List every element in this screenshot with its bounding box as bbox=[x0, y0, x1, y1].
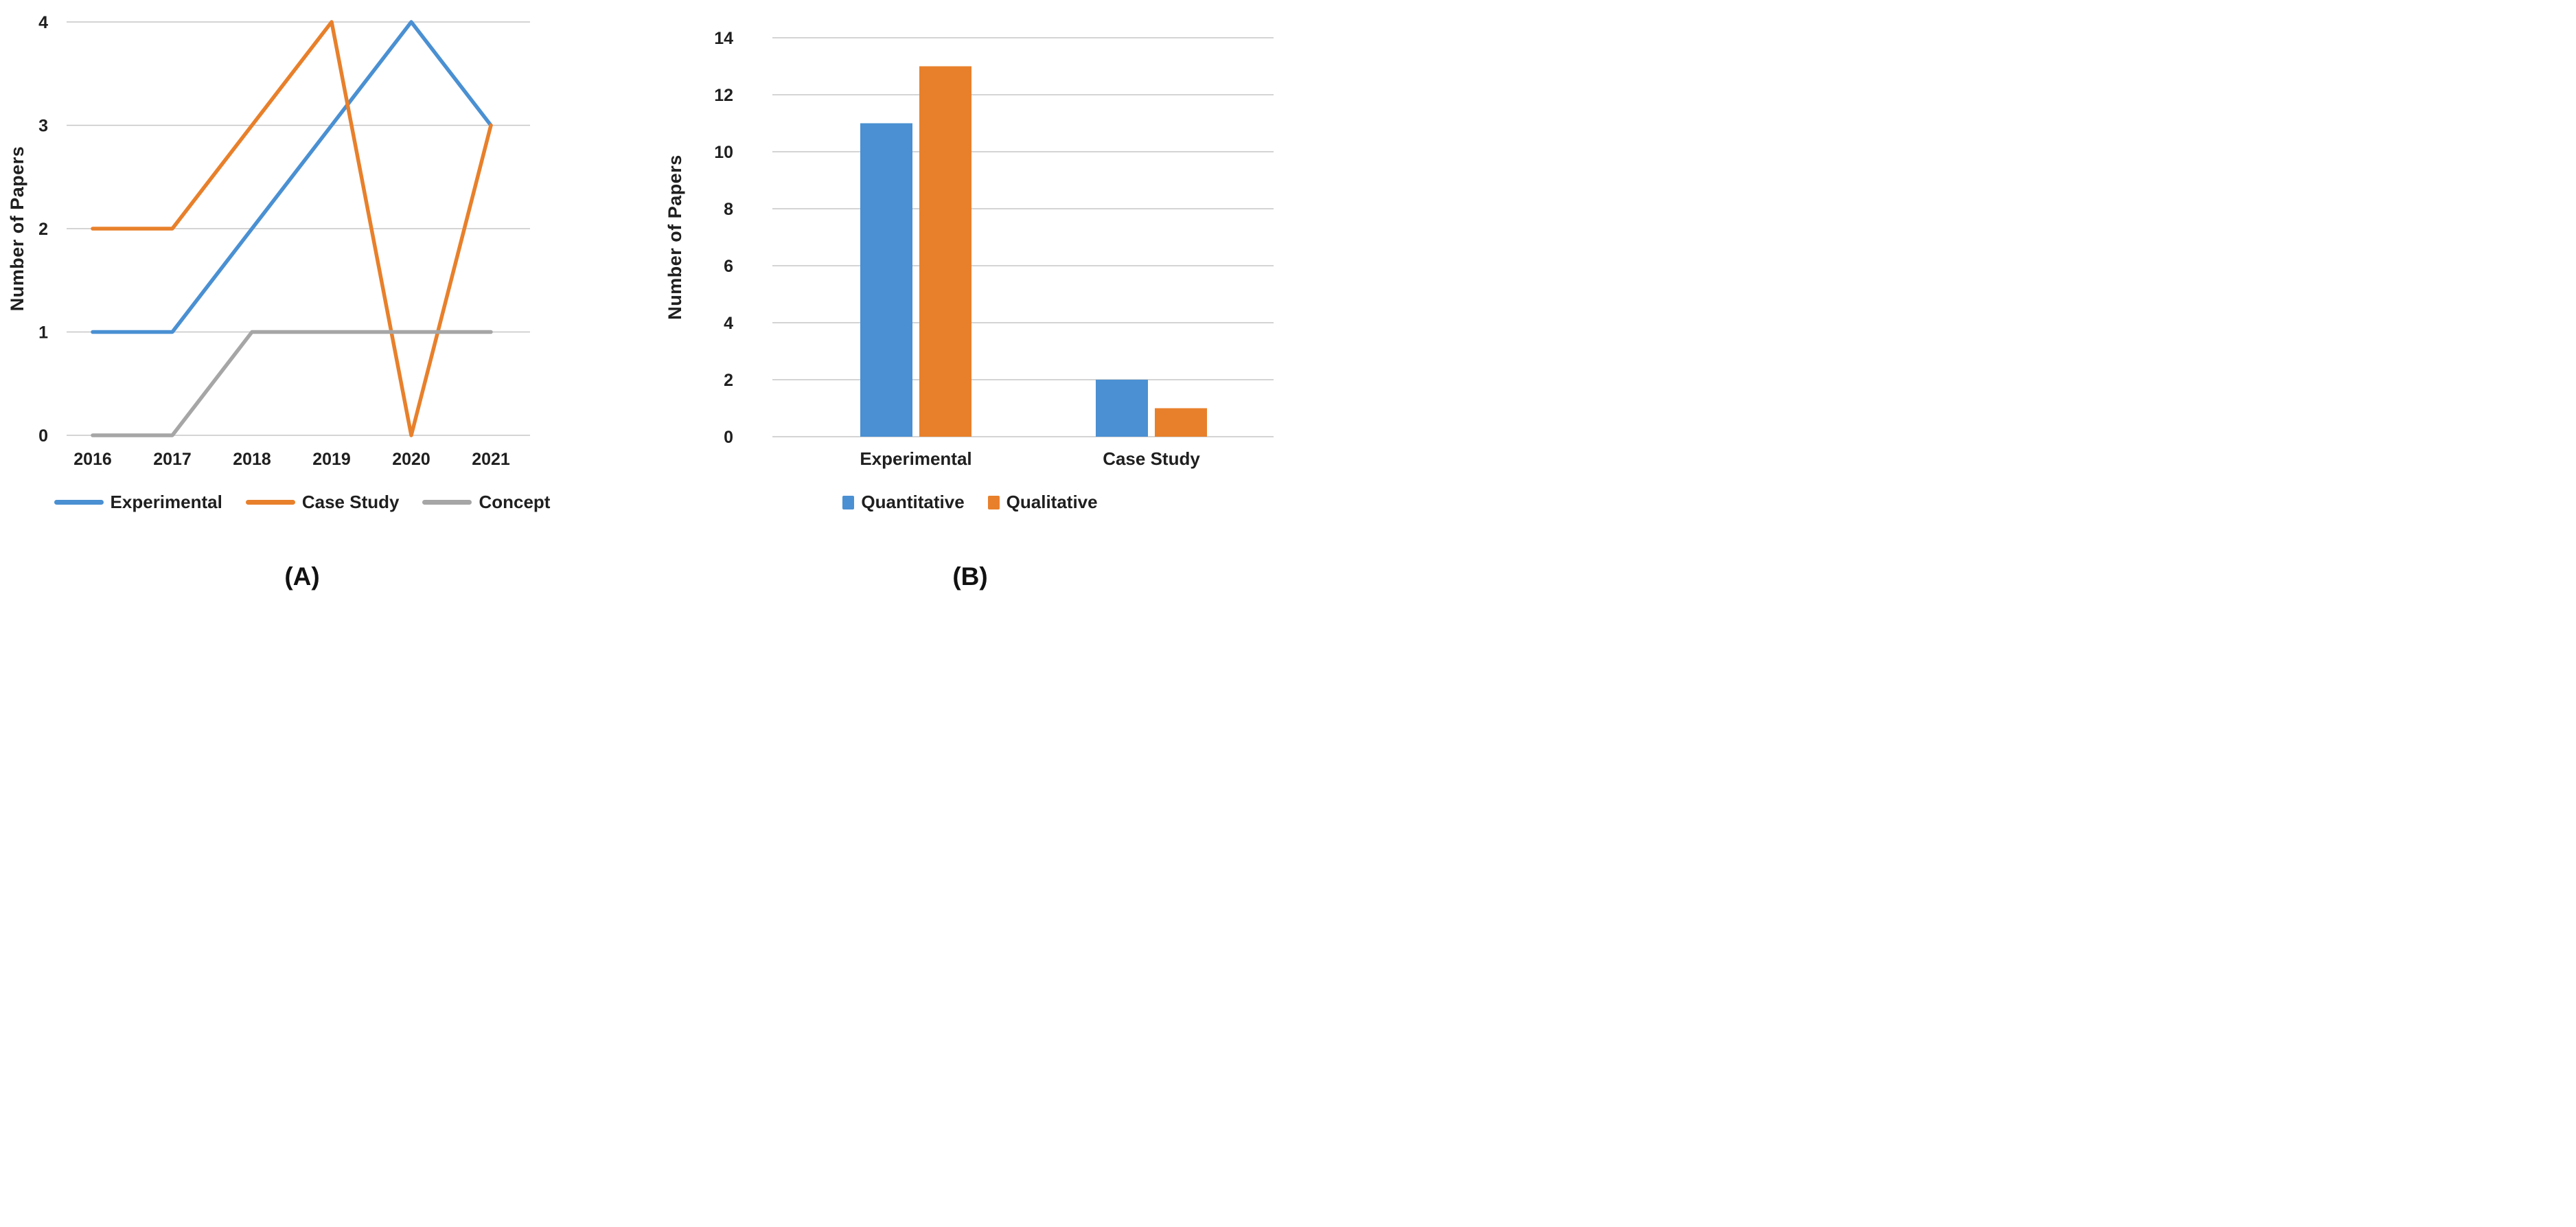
case-study-line-swatch bbox=[245, 500, 295, 505]
concept-line-swatch bbox=[422, 500, 472, 505]
y-tick-label-3: 3 bbox=[38, 117, 48, 136]
x-tick-label-2018: 2018 bbox=[233, 450, 271, 469]
y-tick-label-2: 2 bbox=[38, 220, 48, 239]
line-case-study bbox=[91, 20, 493, 437]
x-tick-label-2020: 2020 bbox=[392, 450, 430, 469]
legend-item-experimental: Experimental bbox=[54, 492, 222, 513]
line-chart-canvas: 0 1 2 3 4 Number of Papers 2016 2017 2018 2019 202… bbox=[7, 13, 530, 469]
category-label-case-study: Case Study bbox=[1103, 448, 1200, 469]
legend-a: Experimental Case Study Concept bbox=[54, 492, 550, 513]
bar-quantitative-experimental bbox=[860, 123, 912, 437]
y-tick-label-8: 8 bbox=[724, 200, 733, 219]
panel-a: 0 1 2 3 4 Number of Papers 2016 2017 2018 2019 202… bbox=[0, 0, 604, 614]
bar-quantitative-case-study bbox=[1096, 380, 1148, 437]
legend-item-quantitative: Quantitative bbox=[842, 492, 965, 513]
line-concept bbox=[91, 330, 493, 437]
panel-b: 0 2 4 6 8 10 12 14 Number of Papers Experimental C… bbox=[652, 0, 1288, 614]
x-tick-label-2017: 2017 bbox=[153, 450, 192, 469]
category-label-experimental: Experimental bbox=[860, 448, 971, 469]
y-tick-label-6: 6 bbox=[724, 257, 733, 276]
bar-qualitative-experimental bbox=[919, 66, 971, 437]
y-tick-label-12: 12 bbox=[714, 86, 733, 105]
y-tick-label-14: 14 bbox=[714, 29, 733, 48]
y-axis-title: Number of Papers bbox=[7, 146, 27, 312]
legend-item-qualitative: Qualitative bbox=[987, 492, 1098, 513]
legend-label-quantitative: Quantitative bbox=[861, 492, 965, 512]
qualitative-square-swatch bbox=[987, 495, 1000, 509]
y-tick-label-10: 10 bbox=[714, 143, 733, 162]
quantitative-square-swatch bbox=[842, 495, 855, 509]
legend-label-experimental: Experimental bbox=[110, 492, 222, 512]
x-tick-label-2019: 2019 bbox=[312, 450, 351, 469]
x-tick-label-2021: 2021 bbox=[472, 450, 510, 469]
y-tick-label-0: 0 bbox=[38, 426, 48, 446]
legend-label-concept: Concept bbox=[479, 492, 551, 512]
legend-item-case-study: Case Study bbox=[245, 492, 400, 513]
legend-label-case-study: Case Study bbox=[301, 492, 400, 512]
y-tick-label-2: 2 bbox=[724, 371, 733, 390]
panel-spacer bbox=[604, 0, 652, 614]
y-tick-label-4: 4 bbox=[38, 13, 48, 32]
y-tick-label-4: 4 bbox=[724, 314, 733, 333]
legend-label-qualitative: Qualitative bbox=[1006, 492, 1098, 512]
x-tick-label-2016: 2016 bbox=[73, 450, 112, 469]
y-tick-label-0: 0 bbox=[724, 428, 733, 447]
legend-item-concept: Concept bbox=[422, 492, 550, 513]
panel-b-label: (B) bbox=[952, 562, 988, 590]
bar-qualitative-case-study bbox=[1155, 408, 1207, 437]
line-experimental bbox=[91, 20, 493, 334]
legend-b: Quantitative Qualitative bbox=[842, 492, 1098, 513]
experimental-line-swatch bbox=[54, 500, 104, 505]
two-panel-figure: 0 1 2 3 4 Number of Papers 2016 2017 2018 2019 202… bbox=[0, 0, 1288, 614]
panel-a-label: (A) bbox=[284, 562, 320, 590]
bar-chart-canvas: 0 2 4 6 8 10 12 14 Number of Papers Experimental C… bbox=[665, 29, 1274, 469]
y-tick-label-1: 1 bbox=[38, 323, 48, 343]
y-axis-title: Number of Papers bbox=[665, 154, 685, 320]
